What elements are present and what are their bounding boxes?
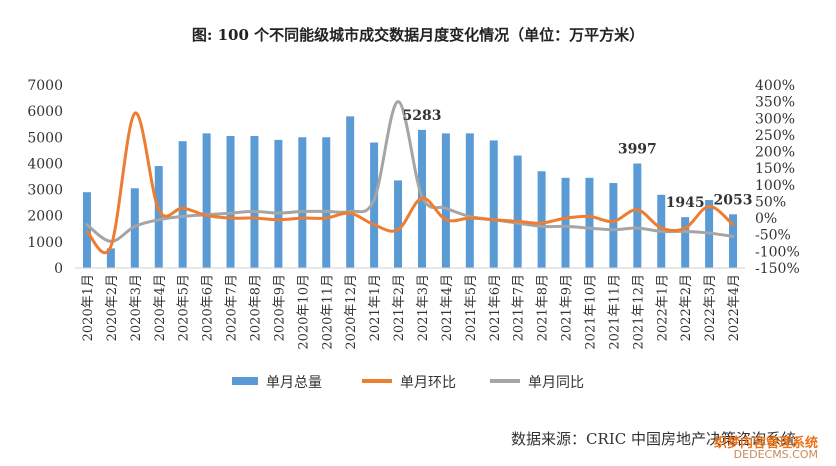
left-axis-tick-label: 2000 [27, 209, 63, 225]
x-axis-tick-label: 2020年11月 [320, 274, 335, 350]
x-axis-tick-label: 2021年2月 [392, 274, 407, 341]
x-axis-tick-label: 2021年8月 [536, 274, 551, 341]
x-axis-tick-label: 2021年6月 [488, 274, 503, 341]
x-axis-tick-label: 2020年8月 [248, 274, 263, 341]
right-axis-tick-label: -100% [755, 244, 800, 260]
bar [346, 116, 355, 268]
left-axis-tick-label: 7000 [27, 78, 63, 94]
x-axis-tick-label: 2020年5月 [177, 274, 192, 341]
right-axis-tick-label: 400% [755, 78, 795, 94]
bar [441, 133, 450, 268]
right-axis-tick-label: -50% [755, 228, 791, 244]
right-axis-tick-label: 350% [755, 95, 795, 111]
x-axis-tick-label: 2021年3月 [416, 274, 431, 341]
x-axis-tick-label: 2021年9月 [560, 274, 575, 341]
legend-swatch-bar [232, 377, 258, 385]
bar [154, 166, 163, 268]
bar [106, 248, 115, 268]
data-label: 5283 [402, 108, 441, 124]
x-axis-tick-label: 2020年4月 [153, 274, 168, 341]
x-axis-tick-label: 2021年4月 [440, 274, 455, 341]
bar [370, 142, 379, 268]
bar [298, 137, 307, 268]
bar [322, 137, 331, 268]
x-axis-tick-label: 2020年9月 [272, 274, 287, 341]
data-source: 数据来源：CRIC 中国房地产决策咨询系统 [511, 430, 796, 448]
x-axis-tick-label: 2021年11月 [607, 274, 622, 350]
x-axis-tick-label: 2020年3月 [129, 274, 144, 341]
left-axis-tick-label: 1000 [27, 235, 63, 251]
bar [585, 177, 594, 268]
left-axis-tick-label: 0 [54, 261, 63, 277]
left-axis-tick-label: 6000 [27, 104, 63, 120]
x-axis-tick-label: 2021年12月 [631, 274, 646, 350]
bar [729, 214, 738, 268]
bar [130, 188, 139, 268]
watermark-text: 织梦内容管理系统 [713, 436, 818, 451]
right-axis-tick-label: -150% [755, 261, 800, 277]
right-axis-tick-label: 250% [755, 128, 795, 144]
right-axis-tick-label: 200% [755, 145, 795, 161]
data-label: 1945 [666, 195, 705, 211]
bar [394, 180, 403, 268]
x-axis-tick-label: 2021年5月 [464, 274, 479, 341]
x-axis-tick-label: 2020年2月 [105, 274, 120, 341]
chart-title: 图: 100 个不同能级城市成交数据月度变化情况（单位：万平方米） [191, 26, 645, 44]
watermark-subtext: DEDECMS.COM [733, 448, 818, 461]
x-axis-tick-label: 2022年1月 [655, 274, 670, 341]
yoy-line [85, 100, 735, 243]
left-axis-tick-label: 3000 [27, 183, 63, 199]
right-axis-tick-label: 50% [755, 194, 786, 210]
bar [513, 155, 522, 268]
x-axis-tick-label: 2022年4月 [727, 274, 742, 341]
x-axis-tick-label: 2022年2月 [679, 274, 694, 341]
mom-line [85, 111, 735, 255]
bar [274, 139, 283, 268]
bar [178, 141, 187, 268]
x-axis-tick-label: 2021年7月 [512, 274, 527, 341]
x-axis-tick-label: 2020年7月 [225, 274, 240, 341]
x-axis-tick-label: 2020年6月 [201, 274, 216, 341]
right-axis-tick-label: 300% [755, 111, 795, 127]
bar [226, 135, 235, 268]
data-label: 3997 [618, 142, 657, 158]
data-label: 2053 [714, 192, 753, 208]
legend-label: 单月同比 [528, 375, 584, 391]
x-axis-tick-label: 2022年3月 [703, 274, 718, 341]
x-axis-tick-label: 2021年1月 [368, 274, 383, 341]
bar [681, 217, 690, 268]
bar [633, 163, 642, 268]
left-axis-tick-label: 4000 [27, 156, 63, 172]
bar [489, 140, 498, 268]
right-axis-tick-label: 100% [755, 178, 795, 194]
x-axis-tick-label: 2020年12月 [344, 274, 359, 350]
x-axis-tick-label: 2020年10月 [296, 274, 311, 350]
bar [609, 183, 618, 268]
x-axis-tick-label: 2021年10月 [583, 274, 598, 350]
left-axis-tick-label: 5000 [27, 130, 63, 146]
bar [202, 133, 211, 268]
right-axis-tick-label: 150% [755, 161, 795, 177]
right-axis-tick-label: 0% [755, 211, 777, 227]
bar [537, 171, 546, 268]
bar [561, 177, 570, 268]
legend-label: 单月总量 [266, 375, 322, 391]
x-axis-tick-label: 2020年1月 [81, 274, 96, 341]
bar [250, 135, 259, 268]
bar [465, 133, 474, 268]
legend-label: 单月环比 [400, 375, 456, 391]
